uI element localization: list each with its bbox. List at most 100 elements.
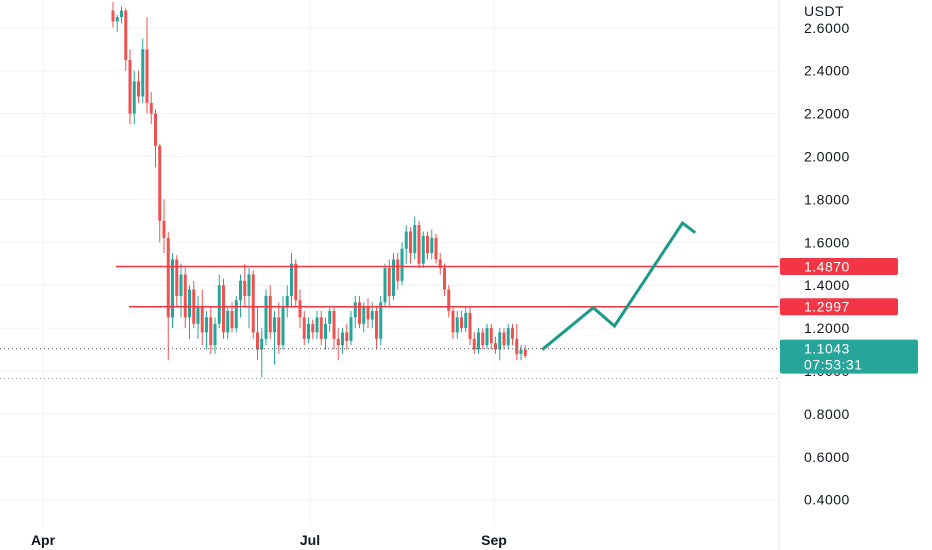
grid <box>0 0 779 527</box>
candle-body <box>434 238 438 260</box>
candle-body <box>477 332 480 350</box>
candle-body <box>451 310 455 333</box>
candle-body <box>443 268 446 290</box>
candle-body <box>175 259 179 296</box>
candle-body <box>485 328 489 346</box>
price-tick-label: 1.4000 <box>804 277 850 293</box>
time-axis: Apr Jul Sep <box>31 532 507 548</box>
price-tick-label: 0.6000 <box>804 449 850 465</box>
candle-body <box>298 300 302 318</box>
candle-body <box>230 310 234 329</box>
projection-path[interactable] <box>541 220 697 351</box>
candle-body <box>154 113 157 146</box>
candle-body <box>124 10 128 60</box>
candle-body <box>417 225 421 264</box>
candle-body <box>324 323 327 339</box>
time-tick-label: Sep <box>481 532 507 548</box>
candles <box>111 2 527 378</box>
price-tick-label: 2.0000 <box>804 149 850 165</box>
level-price-badge <box>780 298 898 316</box>
candle-body <box>481 332 485 346</box>
candle-body <box>519 349 523 354</box>
candle-body <box>472 338 476 350</box>
candle-body <box>396 259 400 281</box>
candle-body <box>158 145 162 221</box>
candle-body <box>498 332 502 350</box>
candle-body <box>332 310 336 339</box>
candle-body <box>200 306 204 333</box>
horizontal-levels[interactable] <box>0 265 779 380</box>
current-price-badge <box>780 339 918 374</box>
candle-body <box>209 317 213 346</box>
candle-body <box>404 231 408 249</box>
candle-body <box>366 306 370 320</box>
candle-body <box>171 259 174 318</box>
price-tick-label: 0.8000 <box>804 406 850 422</box>
candle-body <box>315 317 319 333</box>
candle-body <box>358 302 361 324</box>
time-tick-label: Jul <box>300 532 320 548</box>
candle-body <box>302 317 306 339</box>
candle-body <box>141 49 145 97</box>
candle-body <box>353 302 357 318</box>
candle-body <box>515 338 519 354</box>
candle-body <box>217 285 221 324</box>
candle-body <box>205 317 208 333</box>
candle-body <box>362 306 366 324</box>
candle-body <box>379 302 383 339</box>
candle-body <box>460 317 463 329</box>
candle-body <box>370 310 374 320</box>
candle-body <box>502 332 506 346</box>
candle-body <box>268 295 272 333</box>
candle-body <box>196 306 200 324</box>
candle-body <box>132 81 136 114</box>
candle-body <box>426 235 429 254</box>
candle-body <box>145 49 149 103</box>
candle-body <box>341 332 344 346</box>
candle-body <box>468 313 472 339</box>
candle-body <box>311 323 315 333</box>
candle-body <box>387 268 391 296</box>
candle-body <box>328 310 332 324</box>
candle-body <box>243 280 247 296</box>
candle-body <box>290 263 293 296</box>
candle-body <box>392 259 395 296</box>
candle-body <box>489 328 493 344</box>
candle-body <box>281 306 285 346</box>
candle-body <box>162 220 166 239</box>
candle-body <box>345 332 349 341</box>
countdown-label: 07:53:31 <box>804 357 863 373</box>
candle-body <box>166 238 170 318</box>
candle-body <box>264 295 268 339</box>
candle-body <box>285 295 289 307</box>
candle-body <box>383 268 387 303</box>
candle-body <box>375 310 378 339</box>
candle-body <box>409 231 412 254</box>
candle-body <box>273 317 276 333</box>
price-tick-label: 1.8000 <box>804 191 850 207</box>
candle-body <box>251 274 255 333</box>
candle-body <box>511 328 514 339</box>
level-price-badge <box>780 258 898 276</box>
candle-body <box>307 323 310 339</box>
candle-body <box>506 328 510 346</box>
candle-body <box>222 285 225 333</box>
candle-body <box>234 300 238 329</box>
candle-body <box>438 259 442 269</box>
candle-body <box>247 274 251 296</box>
candle-body <box>260 338 264 350</box>
candle-body <box>149 102 153 114</box>
current-price-label: 1.1043 <box>804 341 850 357</box>
level-price-label: 1.2997 <box>804 299 850 315</box>
candle-body <box>277 317 281 346</box>
candle-body <box>239 280 242 301</box>
price-tick-label: 0.4000 <box>804 492 850 508</box>
candle-body <box>137 81 140 97</box>
candle-body <box>294 263 298 301</box>
candle-body <box>183 274 187 318</box>
candle-body <box>226 310 230 333</box>
projection-line[interactable] <box>541 220 697 351</box>
candle-body <box>464 313 468 329</box>
